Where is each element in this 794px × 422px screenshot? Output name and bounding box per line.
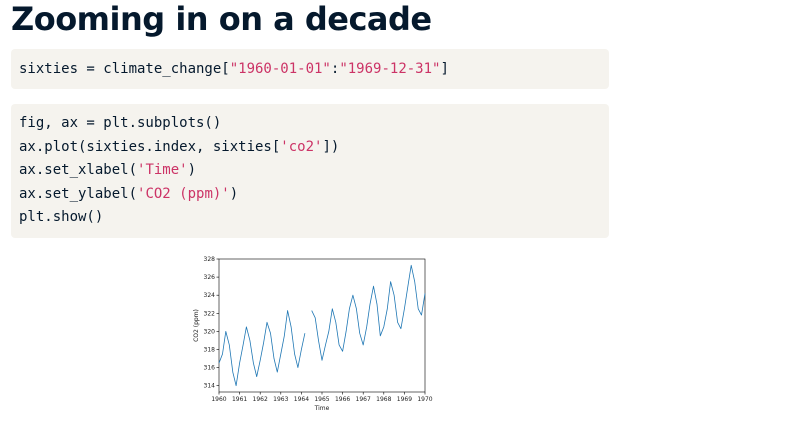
code-string: 'Time': [137, 162, 188, 178]
code-line: sixties = climate_change["1960-01-01":"1…: [19, 59, 449, 79]
code-string: "1960-01-01": [229, 61, 331, 77]
code-text: :: [330, 61, 340, 77]
x-tick-label: 1961: [232, 396, 247, 403]
code-text: ): [229, 186, 239, 202]
code-string: 'co2': [280, 139, 323, 155]
plot-layer: 1960 1961 1962 1963 1964 1965 1966 1967 1968 1969…: [193, 256, 433, 412]
x-tick-label: 1963: [273, 396, 288, 403]
plot-frame: [218, 258, 426, 393]
x-tick-label: 1970: [417, 396, 432, 403]
code-line: ax.plot(sixties.index, sixties['co2']): [19, 137, 339, 157]
y-axis-label: CO2 (ppm): [193, 309, 200, 342]
series-line: [218, 310, 306, 387]
code-text: ): [187, 162, 197, 178]
y-tick-label: 314: [204, 383, 216, 390]
code-block-slice: sixties = climate_change["1960-01-01":"1…: [11, 49, 609, 89]
code-line: fig, ax = plt.subplots(): [19, 113, 221, 133]
code-text: ]): [322, 139, 340, 155]
x-tick-label: 1965: [314, 396, 329, 403]
co2-line-chart: 1960 1961 1962 1963 1964 1965 1966 1967 1968 1969…: [188, 252, 433, 414]
code-text: ax.plot(sixties.index, sixties[: [19, 139, 281, 155]
x-tick-label: 1960: [211, 396, 226, 403]
x-tick-label: 1969: [397, 396, 412, 403]
x-tick-label: 1966: [335, 396, 350, 403]
code-line: ax.set_ylabel('CO2 (ppm)'): [19, 184, 238, 204]
code-text: sixties = climate_change[: [19, 61, 230, 77]
y-tick-label: 318: [204, 346, 216, 353]
y-tick-label: 328: [204, 256, 216, 263]
slide-title: Zooming in on a decade: [11, 0, 432, 38]
series-line: [311, 264, 426, 361]
y-tick-label: 324: [204, 292, 216, 299]
code-string: "1969-12-31": [339, 61, 441, 77]
code-block-plot: fig, ax = plt.subplots() ax.plot(sixties…: [11, 104, 609, 238]
y-tick-label: 320: [204, 328, 216, 335]
x-tick-label: 1964: [294, 396, 309, 403]
x-tick-label: 1967: [356, 396, 371, 403]
chart-svg: 1960 1961 1962 1963 1964 1965 1966 1967 1968 1969…: [193, 256, 433, 412]
x-axis-label: Time: [314, 405, 330, 412]
code-string: 'CO2 (ppm)': [137, 186, 230, 202]
code-text: ax.set_ylabel(: [19, 186, 138, 202]
y-tick-label: 316: [204, 365, 216, 372]
code-text: ax.set_xlabel(: [19, 162, 138, 178]
code-text: ]: [440, 61, 449, 77]
code-line: ax.set_xlabel('Time'): [19, 160, 196, 180]
x-tick-label: 1968: [376, 396, 391, 403]
y-tick-label: 322: [204, 310, 216, 317]
code-text: fig, ax = plt.subplots(): [19, 115, 222, 131]
code-text: plt.show(): [19, 209, 104, 225]
y-tick-label: 326: [204, 274, 216, 281]
x-tick-label: 1962: [253, 396, 268, 403]
code-line: plt.show(): [19, 207, 103, 227]
